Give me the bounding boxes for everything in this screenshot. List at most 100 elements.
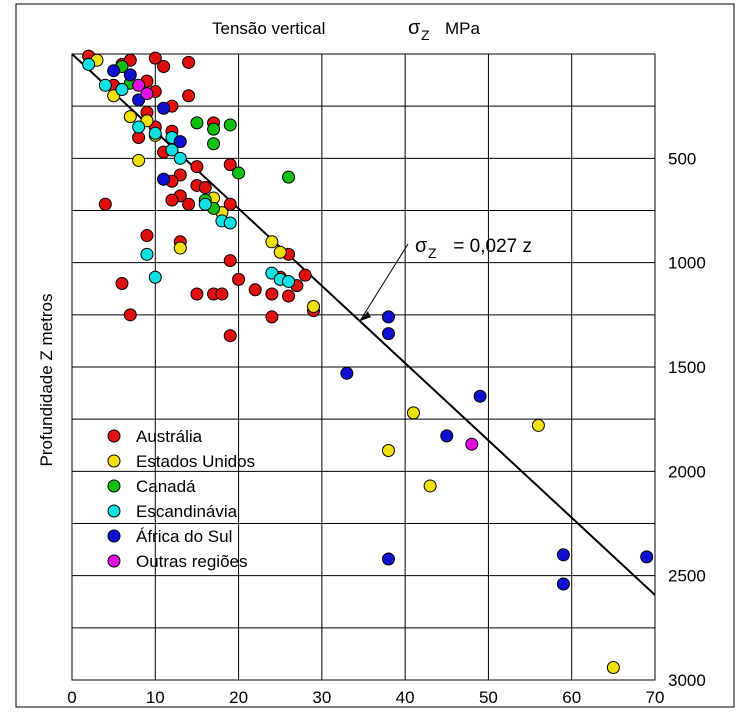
data-point-s3-4 xyxy=(148,126,162,140)
legend-entry: África do Sul xyxy=(136,527,232,546)
y-tick-label: 500 xyxy=(668,149,696,168)
data-point-s1-16 xyxy=(606,660,620,674)
data-point-s4-1 xyxy=(123,68,137,82)
grid xyxy=(72,54,655,680)
data-point-s1-14 xyxy=(423,479,437,493)
data-point-s2-5 xyxy=(207,137,221,151)
legend-entry: Outras regiões xyxy=(136,552,248,571)
data-point-s4-11 xyxy=(381,552,395,566)
data-point-s2-3 xyxy=(207,122,221,136)
data-point-s5-0 xyxy=(132,78,146,92)
data-point-s3-0 xyxy=(82,57,96,71)
data-point-s0-22 xyxy=(182,197,196,211)
data-point-s4-5 xyxy=(157,172,171,186)
data-point-s1-12 xyxy=(406,406,420,420)
data-point-s4-13 xyxy=(640,550,654,564)
data-point-s4-7 xyxy=(381,327,395,341)
data-point-s0-29 xyxy=(248,283,262,297)
chart-frame xyxy=(15,3,735,708)
data-point-s4-9 xyxy=(473,389,487,403)
data-point-s1-8 xyxy=(173,241,187,255)
x-tick-label: 30 xyxy=(312,688,331,707)
data-point-s0-33 xyxy=(298,268,312,282)
data-point-s0-42 xyxy=(265,310,279,324)
data-point-s1-10 xyxy=(273,245,287,259)
legend-marker xyxy=(107,504,121,518)
y-tick-label: 2500 xyxy=(668,567,706,586)
data-point-s1-9 xyxy=(265,235,279,249)
annotation-leader-line xyxy=(359,243,409,322)
data-point-s0-11 xyxy=(182,89,196,103)
data-point-s3-12 xyxy=(148,270,162,284)
x-tick-label: 20 xyxy=(229,688,248,707)
data-point-s0-40 xyxy=(123,308,137,322)
data-point-s4-10 xyxy=(440,429,454,443)
data-point-s0-34 xyxy=(115,277,129,291)
x-tick-labels: 0 10 20 30 40 50 60 70 xyxy=(67,688,664,707)
data-point-s1-11 xyxy=(307,299,321,313)
x-tick-label: 10 xyxy=(146,688,165,707)
data-point-s0-21 xyxy=(165,193,179,207)
data-point-s1-13 xyxy=(381,443,395,457)
data-point-s0-27 xyxy=(223,254,237,268)
y-tick-label: 1500 xyxy=(668,358,706,377)
data-point-s3-2 xyxy=(115,82,129,96)
title-sigma-sub: Z xyxy=(421,27,430,43)
data-point-s0-35 xyxy=(190,287,204,301)
data-point-s1-5 xyxy=(132,153,146,167)
data-point-s0-24 xyxy=(98,197,112,211)
data-point-s1-15 xyxy=(531,418,545,432)
data-point-s4-4 xyxy=(173,135,187,149)
data-point-s2-7 xyxy=(282,170,296,184)
legend: Austrália Estados Unidos Canadá Escandinávi… xyxy=(107,427,255,571)
data-point-s4-6 xyxy=(381,310,395,324)
data-point-s0-25 xyxy=(140,229,154,243)
x-tick-label: 0 xyxy=(67,688,76,707)
data-point-s0-39 xyxy=(282,289,296,303)
legend-entry: Escandinávia xyxy=(136,502,238,521)
data-point-s4-12 xyxy=(556,548,570,562)
data-point-s4-0 xyxy=(107,64,121,78)
legend-marker xyxy=(107,529,121,543)
data-point-s3-10 xyxy=(223,216,237,230)
legend-marker xyxy=(107,554,121,568)
data-point-s0-37 xyxy=(215,287,229,301)
data-point-s1-2 xyxy=(123,110,137,124)
data-point-s3-11 xyxy=(140,247,154,261)
data-point-s3-7 xyxy=(173,151,187,165)
plot-area-border xyxy=(71,53,656,681)
data-point-s3-3 xyxy=(132,120,146,134)
y-tick-label: 3000 xyxy=(668,671,706,690)
data-point-s5-1 xyxy=(140,87,154,101)
x-tick-label: 40 xyxy=(396,688,415,707)
data-points xyxy=(82,49,654,674)
data-point-s5-2 xyxy=(465,437,479,451)
data-point-s4-14 xyxy=(556,577,570,591)
data-point-s0-46 xyxy=(190,160,204,174)
data-point-s0-19 xyxy=(198,181,212,195)
y-axis-label: Profundidade Z metros xyxy=(37,294,56,467)
legend-entry: Austrália xyxy=(136,427,203,446)
chart-title-group: Tensão vertical σ Z MPa xyxy=(212,17,481,43)
data-point-s0-41 xyxy=(223,329,237,343)
x-tick-label: 50 xyxy=(479,688,498,707)
data-point-s0-28 xyxy=(232,272,246,286)
title-unit: MPa xyxy=(445,19,481,38)
legend-marker xyxy=(107,479,121,493)
data-point-s2-6 xyxy=(232,166,246,180)
plot-border xyxy=(71,53,656,681)
legend-marker xyxy=(107,454,121,468)
data-point-s0-47 xyxy=(223,158,237,172)
data-point-s2-4 xyxy=(223,118,237,132)
data-point-s3-15 xyxy=(282,274,296,288)
y-tick-label: 1000 xyxy=(668,254,706,273)
trend-annotation: σ Z = 0,027 z xyxy=(415,235,532,261)
annotation-text: = 0,027 z xyxy=(448,236,532,257)
data-point-s0-4 xyxy=(157,60,171,74)
data-point-s3-1 xyxy=(98,78,112,92)
legend-marker xyxy=(107,429,121,443)
data-point-s0-3 xyxy=(148,51,162,65)
annotation-sub: Z xyxy=(428,245,437,261)
legend-entry: Canadá xyxy=(136,477,196,496)
y-tick-label: 2000 xyxy=(668,462,706,481)
